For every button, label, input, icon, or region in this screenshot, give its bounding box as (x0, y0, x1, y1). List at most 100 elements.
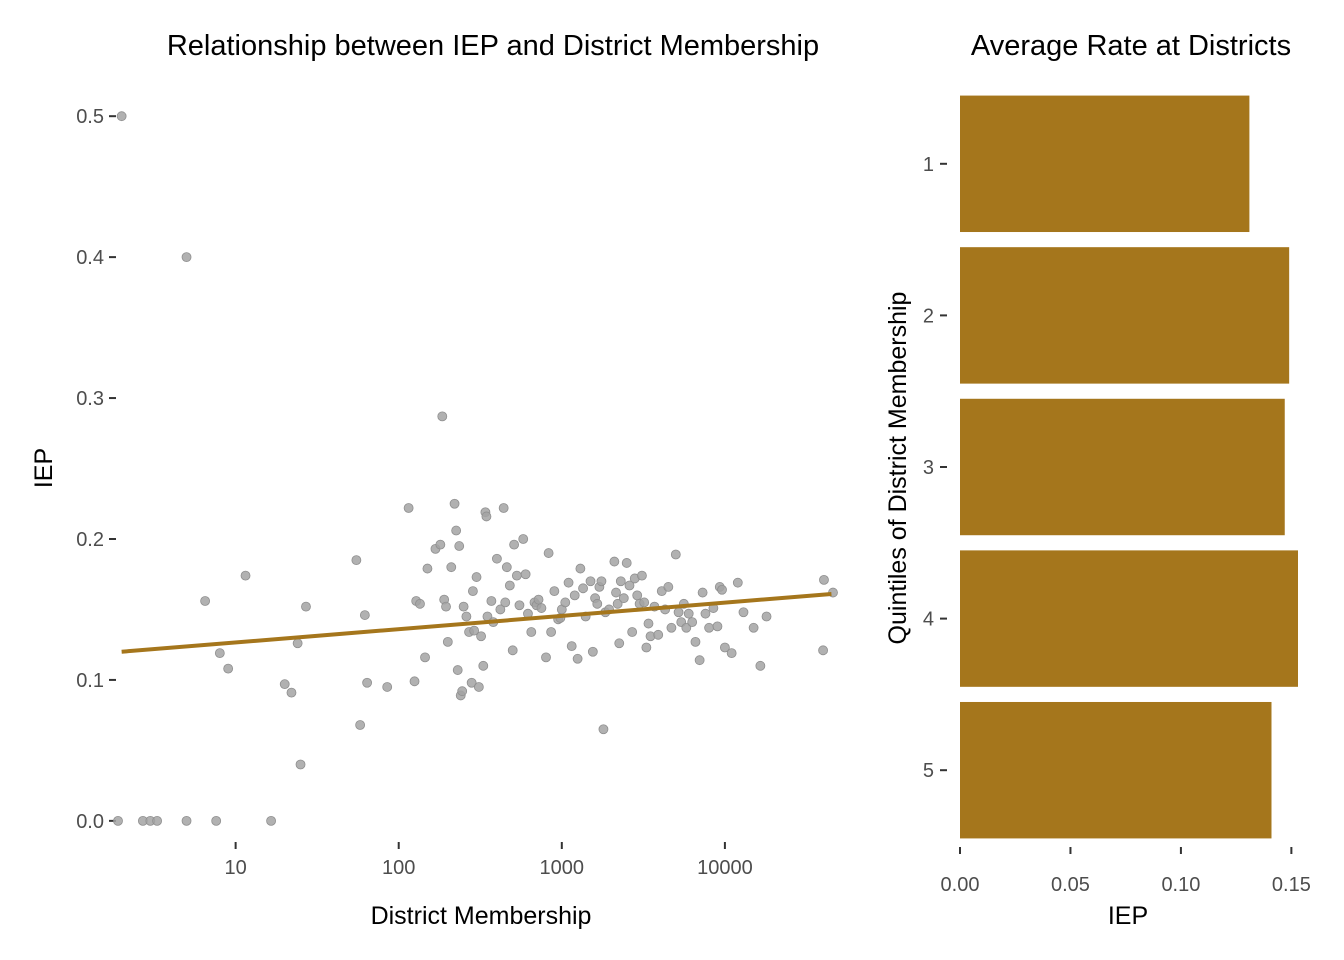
scatter-point (451, 525, 462, 536)
scatter-point (639, 597, 650, 608)
scatter-point (492, 553, 502, 564)
scatter-point (511, 570, 522, 581)
scatter-point (546, 627, 557, 637)
scatter-point (726, 648, 737, 659)
scatter-point (466, 677, 477, 688)
bar-y-tick-label: 3 (923, 457, 934, 479)
scatter-point (495, 604, 506, 615)
scatter-point (761, 611, 772, 622)
bar-x-axis: 0.00 0.05 0.10 0.15 (941, 847, 1311, 896)
scatter-point (755, 660, 766, 671)
scatter-point (611, 587, 621, 598)
scatter-point (286, 687, 297, 698)
scatter-point (181, 815, 192, 826)
scatter-point (719, 642, 730, 653)
scatter-point (618, 593, 629, 604)
scatter-y-tick-label: 0.3 (76, 388, 104, 410)
scatter-point (585, 576, 596, 587)
scatter-point (279, 679, 290, 690)
scatter-point (509, 539, 520, 550)
scatter-point (301, 601, 311, 612)
scatter-point (609, 556, 620, 567)
scatter-y-tick-label: 0.1 (76, 670, 104, 692)
scatter-point (435, 539, 446, 550)
scatter-point (641, 642, 652, 653)
scatter-point (469, 625, 480, 636)
scatter-x-axis-title: District Membership (371, 902, 592, 930)
scatter-x-tick-label: 1000 (540, 857, 585, 879)
scatter-point (566, 641, 577, 652)
scatter-point (481, 511, 492, 522)
scatter-point (442, 636, 453, 647)
scatter-point (223, 663, 234, 674)
scatter-point (452, 665, 463, 675)
scatter-point (518, 534, 529, 544)
scatter-point (200, 596, 211, 606)
scatter-point (690, 636, 701, 647)
bar-y-tick-label: 4 (923, 609, 934, 631)
scatter-y-axis: 0.0 0.1 0.2 0.3 0.4 0.5 (76, 106, 116, 833)
bar-x-tick-label: 0.10 (1161, 874, 1200, 896)
scatter-point (614, 638, 625, 649)
scatter-point (533, 594, 544, 605)
scatter-title: Relationship between IEP and District Me… (167, 30, 819, 62)
scatter-point (295, 759, 306, 770)
scatter-point (572, 653, 583, 664)
bar-quintile-3 (960, 398, 1285, 536)
scatter-point (615, 576, 626, 587)
scatter-point (624, 580, 635, 591)
scatter-x-axis: 10 100 1000 10000 (225, 842, 753, 879)
scatter-point (152, 815, 163, 826)
bar-x-tick-label: 0.05 (1051, 874, 1090, 896)
scatter-point (458, 601, 469, 612)
scatter-point (498, 503, 509, 513)
scatter-point (575, 563, 586, 574)
bar-quintile-4 (960, 550, 1298, 687)
scatter-point (292, 638, 303, 649)
scatter-point (415, 598, 425, 609)
scatter-point (563, 577, 574, 588)
scatter-point (666, 622, 677, 633)
scatter-point (420, 652, 430, 663)
scatter-point (454, 541, 465, 551)
bar-quintile-1 (960, 95, 1250, 233)
scatter-point (507, 645, 518, 656)
scatter-point (467, 586, 478, 597)
bar-y-tick-label: 2 (923, 305, 934, 327)
scatter-x-tick-label: 10 (225, 857, 247, 879)
scatter-y-tick-label: 0.0 (76, 811, 104, 833)
scatter-point (486, 596, 497, 606)
scatter-point (694, 655, 705, 666)
bar-title: Average Rate at Districts (971, 30, 1291, 62)
scatter-point (587, 646, 598, 657)
scatter-point (351, 555, 362, 566)
scatter-y-tick-label: 0.2 (76, 529, 104, 551)
scatter-point (514, 600, 525, 611)
scatter-point (214, 648, 225, 659)
scatter-y-axis-title: IEP (30, 448, 58, 488)
scatter-point (687, 617, 698, 628)
scatter-point (681, 622, 692, 633)
scatter-point (569, 590, 580, 601)
scatter-point (441, 601, 451, 612)
scatter-point (501, 562, 512, 573)
bar-y-tick-label: 5 (923, 760, 934, 782)
scatter-point (717, 584, 727, 595)
scatter-point (673, 607, 684, 618)
scatter-point (409, 676, 420, 687)
scatter-point (473, 682, 484, 692)
scatter-point (476, 631, 487, 642)
scatter-point (643, 618, 654, 629)
bar-x-tick-label: 0.00 (941, 874, 980, 896)
scatter-point (560, 597, 571, 608)
scatter-point (240, 570, 251, 581)
bar-panel: Average Rate at Districts IEP Quintiles … (884, 30, 1311, 930)
scatter-point (359, 610, 370, 620)
scatter-point (541, 652, 551, 663)
scatter-point (549, 586, 560, 597)
scatter-point (437, 411, 448, 422)
scatter-point (653, 629, 664, 640)
bar-x-tick-label: 0.15 (1272, 874, 1311, 896)
scatter-point (181, 252, 192, 263)
